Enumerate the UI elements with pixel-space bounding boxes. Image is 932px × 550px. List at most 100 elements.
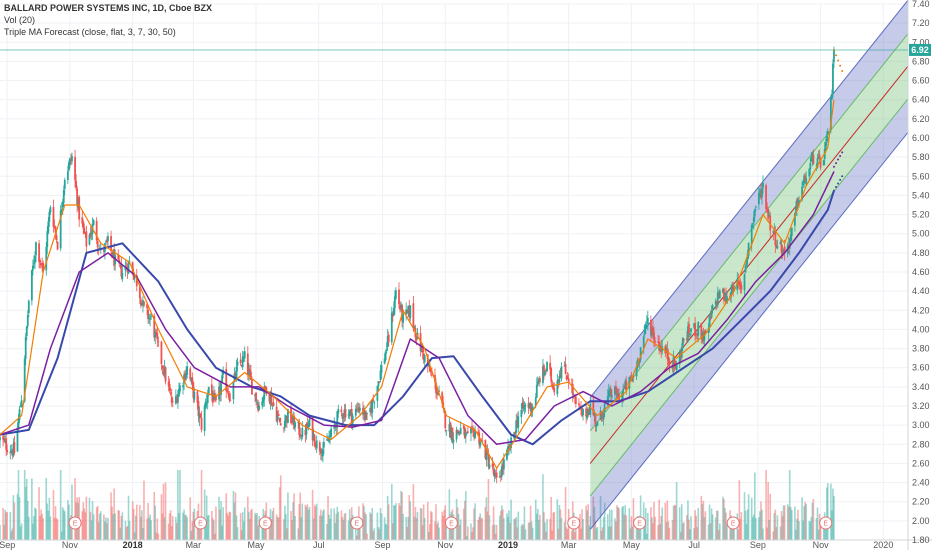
volume-bar	[761, 509, 763, 540]
candle	[654, 336, 656, 347]
candle	[515, 414, 518, 439]
volume-bar	[671, 519, 674, 540]
volume-bar	[587, 504, 589, 540]
candle	[452, 432, 455, 449]
y-tick-label: 4.00	[912, 324, 930, 334]
volume-bar	[833, 496, 835, 540]
earnings-marker[interactable]: E	[258, 516, 272, 530]
y-tick-label: 5.40	[912, 190, 930, 200]
volume-bar	[492, 506, 495, 540]
candle	[559, 368, 562, 378]
volume-bar	[431, 512, 433, 540]
candle	[399, 301, 401, 313]
candle	[9, 445, 12, 460]
volume-bar	[694, 510, 696, 540]
volume-bar	[531, 527, 534, 540]
volume-bar	[369, 512, 371, 540]
candle	[102, 245, 105, 256]
candle	[514, 430, 517, 437]
candle	[809, 156, 812, 176]
volume-bar	[621, 507, 623, 540]
candle	[142, 296, 144, 313]
volume-bar	[284, 505, 286, 540]
volume-bar	[711, 514, 714, 540]
y-tick-label: 6.80	[912, 56, 930, 66]
earnings-marker[interactable]: E	[567, 516, 581, 530]
candle	[243, 346, 246, 363]
volume-bar	[825, 487, 828, 540]
volume-bar	[545, 531, 547, 540]
volume-bar	[340, 510, 343, 540]
candle	[708, 313, 711, 333]
y-tick-label: 7.00	[912, 37, 930, 47]
volume-bar	[390, 483, 393, 540]
volume-bar	[586, 510, 588, 540]
volume-bar	[514, 518, 516, 540]
volume-bar	[83, 508, 86, 540]
earnings-marker[interactable]: E	[68, 516, 82, 530]
volume-bar	[48, 497, 51, 540]
candle	[0, 432, 1, 449]
candle	[211, 390, 214, 407]
earnings-marker[interactable]: E	[350, 516, 364, 530]
volume-bar	[658, 499, 660, 540]
volume-bar	[356, 535, 358, 540]
candle	[25, 326, 28, 341]
candle	[169, 387, 172, 397]
volume-bar	[564, 487, 567, 540]
candle	[523, 401, 526, 415]
candle	[596, 420, 599, 426]
candle	[10, 444, 13, 454]
earnings-marker[interactable]: E	[819, 516, 833, 530]
volume-bar	[292, 502, 294, 540]
candle	[156, 325, 159, 347]
volume-bar	[709, 523, 712, 540]
volume-bar	[493, 524, 496, 540]
volume-bar	[214, 533, 216, 540]
volume-bar	[205, 495, 208, 540]
volume-bar	[809, 521, 812, 540]
volume-bar	[816, 507, 819, 540]
volume-bar	[88, 497, 91, 540]
forecast-dot-mid	[832, 165, 835, 168]
volume-bar	[171, 516, 174, 540]
volume-bar	[140, 516, 142, 540]
volume-bar	[342, 519, 345, 540]
candle	[775, 240, 778, 249]
earnings-marker[interactable]: E	[633, 516, 647, 530]
volume-bar	[542, 474, 544, 540]
volume-bar	[148, 517, 150, 540]
volume-bar	[751, 517, 754, 540]
volume-bar	[6, 511, 8, 540]
earnings-marker[interactable]: E	[194, 516, 208, 530]
volume-bar	[529, 505, 532, 540]
volume-bar	[402, 513, 404, 540]
candle	[582, 408, 584, 421]
candle	[498, 470, 501, 478]
volume-bar	[395, 503, 397, 540]
volume-bar	[507, 517, 509, 540]
x-tick-label: Jul	[688, 540, 700, 550]
volume-bar	[228, 511, 231, 540]
earnings-marker[interactable]: E	[726, 516, 740, 530]
volume-bar	[747, 494, 750, 540]
candle	[407, 305, 410, 318]
volume-bar	[798, 521, 800, 540]
candle	[26, 310, 29, 329]
volume-bar	[232, 490, 235, 540]
candle	[558, 370, 561, 386]
candle	[38, 239, 40, 269]
y-tick-label: 3.80	[912, 344, 930, 354]
candle	[398, 282, 400, 309]
candle	[77, 195, 80, 211]
volume-bar	[11, 528, 14, 540]
volume-bar	[337, 511, 340, 540]
volume-bar	[408, 495, 411, 540]
volume-bar	[478, 516, 480, 540]
volume-bar	[527, 522, 530, 540]
earnings-marker[interactable]: E	[444, 516, 458, 530]
candle	[753, 208, 756, 222]
candle	[121, 265, 124, 282]
candle	[831, 89, 833, 100]
